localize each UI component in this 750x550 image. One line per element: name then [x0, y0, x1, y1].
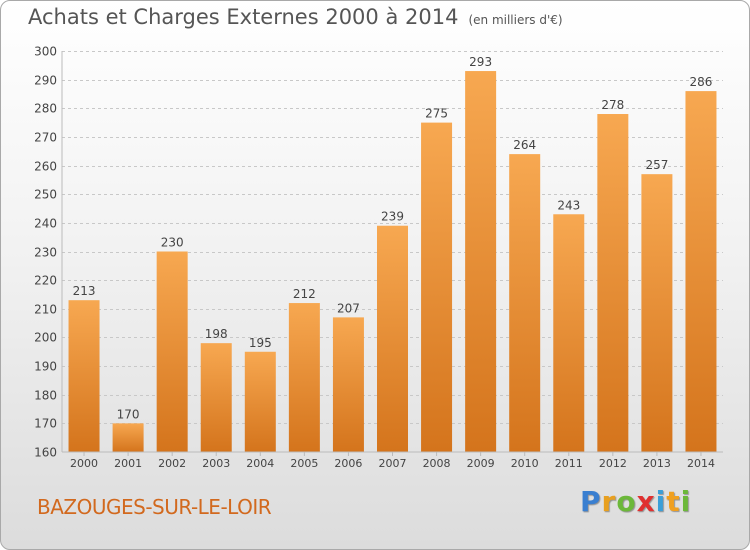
- bar-value-label: 293: [469, 55, 492, 69]
- bars: 213 170 230 198 195 212 207 239 275 293 264 243 278 2…: [68, 55, 717, 453]
- bar: [421, 122, 453, 452]
- y-tick-label: 250: [34, 188, 57, 202]
- x-tick-label: 2013: [643, 457, 671, 470]
- x-tick-label: 2007: [379, 457, 407, 470]
- bar: [509, 154, 541, 452]
- bar: [68, 300, 100, 452]
- bar-value-label: 264: [513, 138, 536, 152]
- y-tick-label: 290: [34, 74, 57, 88]
- bar: [685, 91, 717, 452]
- x-axis: 2000 2001 2002 2003 2004 2005 2006 2007 2008 2009…: [62, 451, 723, 470]
- bar-value-label: 213: [73, 284, 96, 298]
- bar: [332, 317, 364, 452]
- y-tick-label: 210: [34, 303, 57, 317]
- bar-value-label: 286: [690, 75, 713, 89]
- y-tick-label: 170: [34, 417, 57, 431]
- x-tick-label: 2014: [687, 457, 715, 470]
- bar: [553, 214, 585, 452]
- bar: [465, 71, 497, 453]
- x-tick-label: 2005: [290, 457, 318, 470]
- x-tick-label: 2001: [114, 457, 142, 470]
- commune-name: BAZOUGES-SUR-LE-LOIR: [37, 495, 272, 519]
- bar-value-label: 198: [205, 327, 228, 341]
- y-axis: 160 170 180 190 200 210 220 230 240 250 260 270 280 2…: [34, 45, 63, 460]
- y-tick-label: 240: [34, 217, 57, 231]
- bar-value-label: 212: [293, 287, 316, 301]
- y-tick-label: 160: [34, 446, 57, 460]
- chart-title-text: Achats et Charges Externes 2000 à 2014: [28, 5, 459, 29]
- y-tick-label: 300: [34, 45, 57, 59]
- x-tick-label: 2000: [70, 457, 98, 470]
- x-tick-label: 2002: [158, 457, 186, 470]
- bar: [200, 343, 232, 452]
- bar: [112, 423, 144, 452]
- y-tick-label: 190: [34, 360, 57, 374]
- bar: [597, 114, 629, 452]
- y-tick-label: 230: [34, 246, 57, 260]
- chart-title: Achats et Charges Externes 2000 à 2014 (e…: [28, 5, 563, 29]
- y-tick-label: 260: [34, 160, 57, 174]
- bar: [244, 351, 276, 452]
- bar-value-label: 275: [425, 107, 448, 121]
- bar-value-label: 207: [337, 301, 360, 315]
- bar-value-label: 257: [645, 158, 668, 172]
- x-tick-label: 2004: [246, 457, 274, 470]
- x-tick-label: 2009: [467, 457, 495, 470]
- y-tick-label: 220: [34, 274, 57, 288]
- proxiti-logo: Proxiti: [580, 485, 692, 518]
- bar-value-label: 230: [161, 236, 184, 250]
- bar-value-label: 195: [249, 336, 272, 350]
- bar: [288, 303, 320, 452]
- bar-value-label: 278: [601, 98, 624, 112]
- chart-subtitle: (en milliers d'€): [468, 13, 563, 27]
- y-tick-label: 280: [34, 102, 57, 116]
- x-tick-label: 2006: [334, 457, 362, 470]
- x-tick-label: 2010: [511, 457, 539, 470]
- bar: [377, 225, 408, 452]
- x-tick-label: 2003: [202, 457, 230, 470]
- x-tick-label: 2008: [423, 457, 451, 470]
- y-tick-label: 180: [34, 389, 57, 403]
- bar-value-label: 170: [117, 407, 140, 421]
- y-tick-label: 200: [34, 331, 57, 345]
- bar: [641, 174, 673, 452]
- bar: [156, 251, 188, 452]
- bar-value-label: 239: [381, 210, 404, 224]
- x-tick-label: 2012: [599, 457, 627, 470]
- bar-value-label: 243: [557, 198, 580, 212]
- y-tick-label: 270: [34, 131, 57, 145]
- x-tick-label: 2011: [555, 457, 583, 470]
